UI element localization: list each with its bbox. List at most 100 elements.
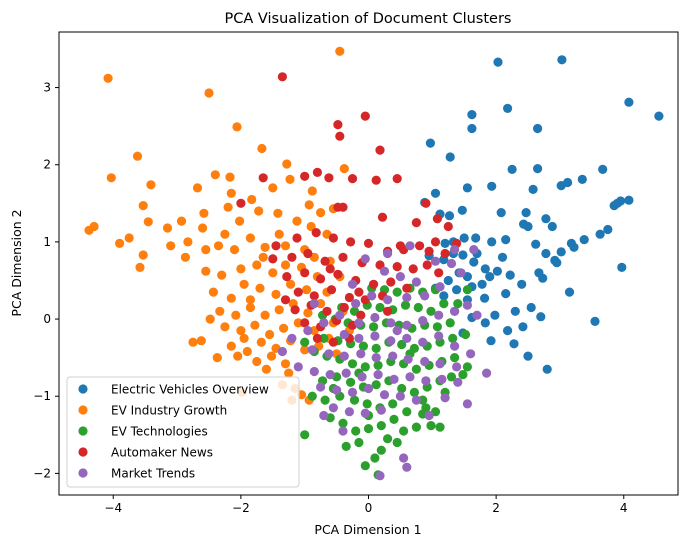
y-axis-ticks: −2 −1 0 1 2 3 (33, 81, 59, 480)
data-point (528, 184, 538, 194)
data-point (363, 424, 374, 434)
y-tick-label: −1 (33, 389, 51, 403)
data-point (346, 237, 356, 247)
data-point (236, 326, 246, 336)
data-point (304, 200, 314, 210)
data-point (282, 272, 292, 282)
data-point (256, 337, 266, 347)
data-point (307, 345, 317, 355)
data-point (467, 110, 477, 120)
data-point (271, 241, 281, 251)
data-point (138, 250, 148, 260)
data-point (517, 279, 527, 289)
data-point (347, 387, 358, 397)
data-point (370, 331, 380, 341)
y-tick-label: 2 (43, 158, 51, 172)
data-point (287, 333, 297, 343)
data-point (316, 382, 326, 392)
data-point (497, 252, 508, 262)
data-point (453, 377, 463, 387)
data-point (333, 269, 343, 279)
data-point (333, 120, 343, 130)
data-point (453, 299, 463, 309)
data-point (421, 376, 431, 386)
data-point (430, 188, 441, 198)
data-point (103, 73, 113, 83)
data-point (435, 282, 445, 292)
data-point (533, 123, 543, 134)
data-point (293, 318, 303, 328)
data-point (420, 356, 430, 367)
data-point (480, 293, 490, 303)
data-point (132, 151, 143, 161)
data-point (339, 351, 349, 361)
data-point (424, 410, 434, 421)
data-point (312, 167, 322, 177)
data-point (245, 295, 255, 305)
data-point (445, 318, 455, 328)
data-point (146, 180, 156, 190)
data-point (358, 341, 368, 351)
data-point (300, 430, 310, 440)
data-point (204, 88, 214, 98)
data-point (422, 260, 432, 270)
data-point (383, 434, 393, 444)
data-point (84, 225, 94, 235)
data-point (280, 241, 291, 251)
data-point (579, 235, 589, 245)
y-tick-label: 1 (43, 235, 51, 249)
data-point (490, 310, 500, 320)
data-point (265, 329, 275, 340)
data-point (226, 293, 236, 303)
data-point (430, 256, 441, 266)
data-point (552, 258, 562, 268)
data-point (307, 186, 317, 196)
data-point (335, 131, 345, 141)
x-tick-label: 4 (620, 501, 628, 515)
data-point (510, 306, 520, 316)
data-point (274, 229, 284, 239)
data-point (379, 266, 390, 276)
data-point (338, 426, 348, 436)
data-point (400, 300, 411, 310)
data-point (354, 318, 364, 328)
data-point (344, 407, 354, 417)
data-point (280, 359, 291, 369)
data-point (354, 437, 364, 448)
data-point (397, 383, 407, 394)
data-point (360, 461, 370, 471)
data-point (356, 310, 366, 320)
data-point (201, 245, 211, 255)
data-point (252, 356, 262, 367)
data-point (236, 198, 246, 208)
data-point (338, 418, 348, 428)
data-point (389, 414, 399, 424)
data-point (405, 241, 415, 251)
data-point (460, 329, 471, 340)
data-point (482, 368, 492, 378)
data-point (503, 326, 513, 336)
data-point (309, 299, 319, 309)
data-point (577, 174, 587, 184)
data-point (303, 248, 313, 259)
data-point (547, 221, 557, 232)
data-point (434, 310, 444, 320)
data-point (205, 314, 215, 324)
data-point (521, 208, 531, 218)
data-point (598, 164, 608, 174)
legend-marker (78, 447, 88, 457)
data-point (212, 353, 222, 363)
data-point (143, 217, 153, 227)
data-point (232, 122, 242, 132)
data-point (316, 299, 326, 309)
data-point (255, 283, 265, 293)
data-point (541, 214, 551, 224)
data-point (446, 372, 457, 382)
data-point (492, 266, 502, 276)
data-point (199, 208, 209, 218)
data-point (485, 272, 495, 282)
data-point (617, 262, 627, 272)
data-point (375, 302, 385, 313)
data-point (328, 337, 338, 347)
